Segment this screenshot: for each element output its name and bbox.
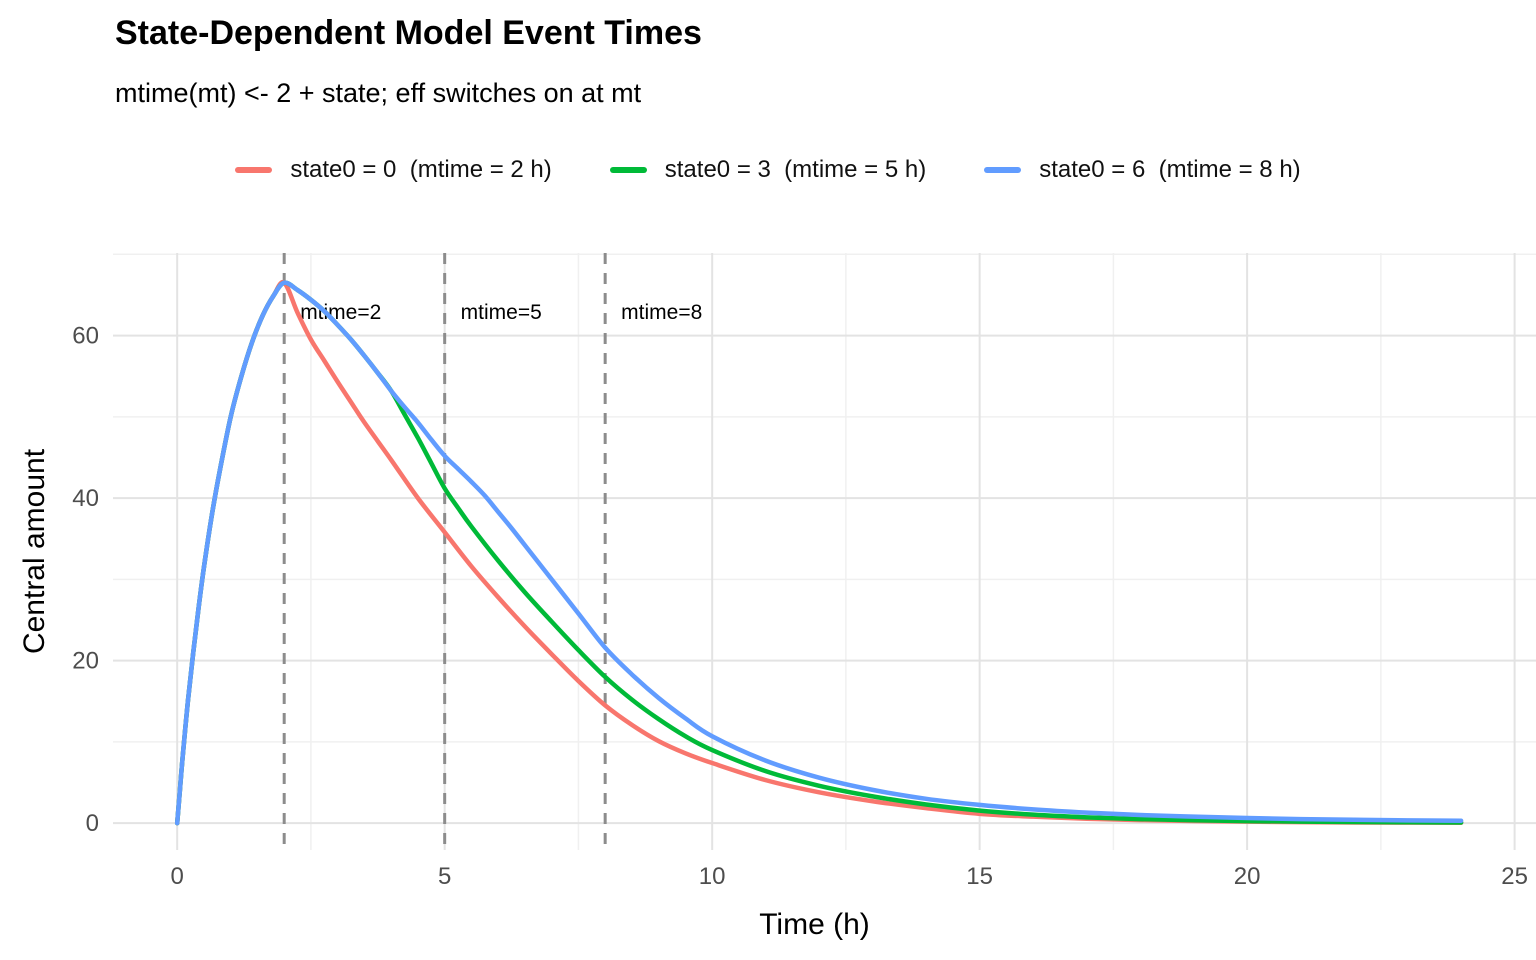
x-tick-label: 25 bbox=[1501, 863, 1528, 890]
legend-swatch-red-icon bbox=[235, 167, 273, 173]
legend-label: state0 = 3 (mtime = 5 h) bbox=[664, 156, 927, 183]
y-tick-label: 40 bbox=[72, 485, 99, 512]
legend-swatch-green-icon bbox=[609, 167, 647, 173]
plot-subtitle: mtime(mt) <- 2 + state; eff switches on … bbox=[115, 78, 642, 108]
mtime-annotation: mtime=2 bbox=[300, 301, 381, 324]
mtime-annotation: mtime=8 bbox=[621, 301, 702, 324]
x-tick-label: 15 bbox=[966, 863, 993, 890]
x-tick-label: 20 bbox=[1234, 863, 1261, 890]
y-tick-label: 0 bbox=[86, 810, 99, 837]
legend: state0 = 0 (mtime = 2 h) state0 = 3 (mti… bbox=[0, 156, 1536, 184]
y-tick-label: 20 bbox=[72, 648, 99, 675]
legend-item-state0-3: state0 = 3 (mtime = 5 h) bbox=[609, 156, 927, 184]
x-tick-label: 0 bbox=[171, 863, 184, 890]
mtime-annotation: mtime=5 bbox=[461, 301, 542, 324]
page-title: State-Dependent Model Event Times bbox=[115, 14, 702, 52]
x-tick-label: 5 bbox=[438, 863, 451, 890]
legend-swatch-blue-icon bbox=[984, 167, 1022, 173]
legend-item-state0-6: state0 = 6 (mtime = 8 h) bbox=[984, 156, 1301, 184]
y-axis-title: Central amount bbox=[18, 448, 51, 654]
series-curve bbox=[174, 280, 1464, 826]
x-axis-title: Time (h) bbox=[759, 908, 870, 941]
x-tick-label: 10 bbox=[699, 863, 726, 890]
legend-label: state0 = 0 (mtime = 2 h) bbox=[290, 156, 552, 183]
y-tick-label: 60 bbox=[72, 323, 99, 350]
legend-item-state0-0: state0 = 0 (mtime = 2 h) bbox=[235, 156, 552, 184]
legend-label: state0 = 6 (mtime = 8 h) bbox=[1039, 156, 1301, 183]
